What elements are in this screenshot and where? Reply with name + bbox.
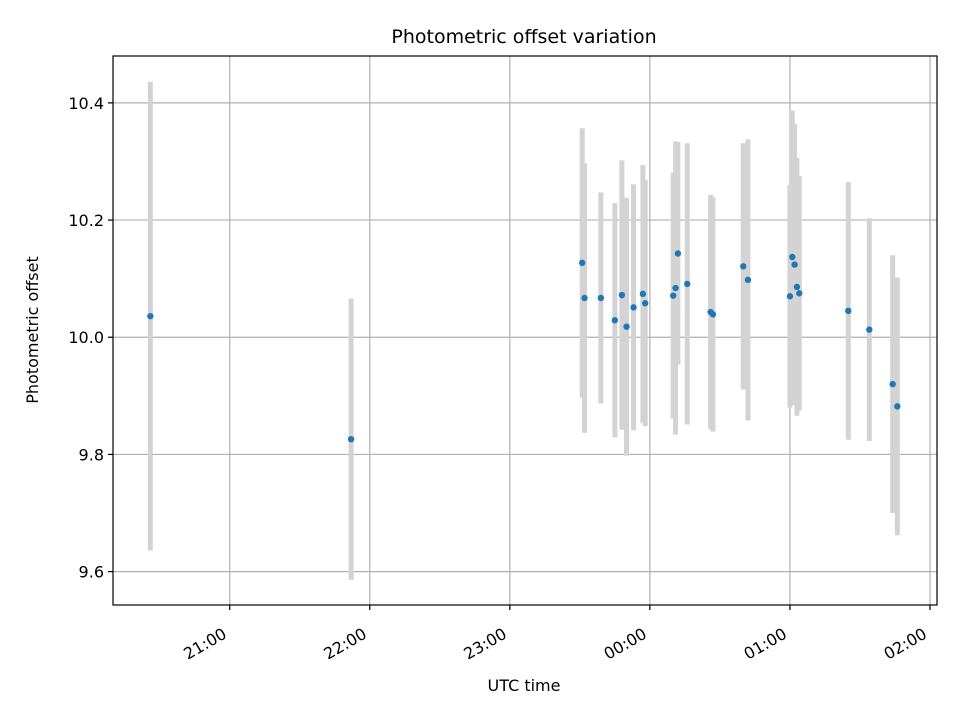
data-point <box>793 283 801 291</box>
x-tick-label: 22:00 <box>320 624 369 664</box>
data-point <box>347 435 355 443</box>
x-tick-label: 23:00 <box>460 624 509 664</box>
y-axis-label: Photometric offset <box>23 256 42 404</box>
x-tick-label: 00:00 <box>600 624 649 664</box>
x-tick-label: 21:00 <box>180 624 229 664</box>
data-point <box>670 292 677 299</box>
data-point <box>642 300 649 307</box>
y-tick-label: 10.4 <box>68 94 104 113</box>
data-point <box>639 290 647 298</box>
data-point <box>845 307 852 315</box>
x-axis-label: UTC time <box>488 676 561 695</box>
data-point <box>791 261 798 268</box>
data-point <box>147 312 154 320</box>
x-axis-ticks: 21:00 22:00 23:00 00:00 01:00 02:00 <box>180 605 931 664</box>
error-bars <box>147 81 900 580</box>
plot-frame <box>112 55 938 606</box>
data-point <box>578 259 586 267</box>
data-point <box>796 290 803 297</box>
data-point <box>618 291 626 299</box>
y-tick-label: 9.6 <box>79 563 104 582</box>
data-point <box>674 250 682 257</box>
data-point <box>597 294 605 302</box>
y-axis-ticks: 9.6 9.8 10.0 10.2 10.4 <box>68 94 113 582</box>
data-points <box>147 250 901 443</box>
data-point <box>894 403 901 410</box>
grid <box>113 56 937 605</box>
data-point <box>672 284 679 292</box>
data-point <box>709 311 717 318</box>
data-point <box>684 280 691 288</box>
data-point <box>889 380 896 388</box>
x-tick-label: 01:00 <box>741 624 790 664</box>
chart-title: Photometric offset variation <box>391 26 656 48</box>
data-point <box>744 276 752 284</box>
y-tick-label: 10.2 <box>68 211 104 230</box>
data-point <box>581 294 588 302</box>
x-tick-label: 02:00 <box>881 624 930 664</box>
y-tick-label: 10.0 <box>68 328 104 347</box>
data-point <box>623 323 630 330</box>
y-tick-label: 9.8 <box>79 445 104 464</box>
data-point <box>630 304 637 311</box>
data-point <box>611 317 619 324</box>
data-point <box>740 263 747 270</box>
data-point <box>789 253 796 261</box>
data-point <box>866 326 873 333</box>
data-point <box>786 293 794 300</box>
